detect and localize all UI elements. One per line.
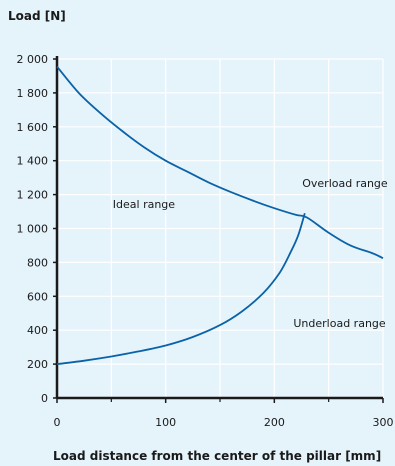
y-tick-label: 1 200 xyxy=(17,189,49,202)
annotations: Ideal range Overload range Underload range xyxy=(113,177,388,330)
x-tick-label: 0 xyxy=(54,416,61,429)
series-line-0 xyxy=(56,66,384,260)
y-tick-label: 2 000 xyxy=(17,53,49,66)
axes xyxy=(53,56,384,403)
grid xyxy=(57,58,384,398)
y-tick-label: 1 600 xyxy=(17,121,49,134)
region-label-1: Overload range xyxy=(302,177,388,190)
y-tick-label: 1 400 xyxy=(17,155,49,168)
y-tick-label: 400 xyxy=(27,324,48,337)
x-tick-label: 100 xyxy=(155,416,176,429)
x-tick-label: 300 xyxy=(373,416,394,429)
y-tick-label: 1 000 xyxy=(17,223,49,236)
x-tick-label: 200 xyxy=(264,416,285,429)
y-tick-label: 200 xyxy=(27,358,48,371)
tick-labels: 0 200 400 600 800 1 000 1 200 1 400 1 600 1 800 2 … xyxy=(17,53,394,429)
y-tick-label: 0 xyxy=(41,392,48,405)
region-label-0: Ideal range xyxy=(113,198,176,211)
y-axis-title: Load [N] xyxy=(8,9,66,23)
series-group xyxy=(56,66,384,365)
x-axis-title: Load distance from the center of the pil… xyxy=(53,449,381,463)
y-tick-label: 800 xyxy=(27,256,48,269)
y-tick-label: 600 xyxy=(27,290,48,303)
region-label-2: Underload range xyxy=(293,317,386,330)
y-tick-label: 1 800 xyxy=(17,87,49,100)
series-line-1 xyxy=(56,212,306,365)
